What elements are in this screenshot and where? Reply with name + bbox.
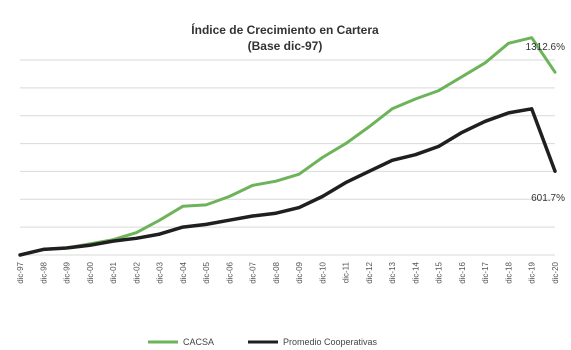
series-layer xyxy=(18,36,557,257)
x-axis-ticks: dic-97 dic-98 dic-99 dic-00 dic-01 dic-02 dic-… xyxy=(16,261,560,283)
x-tick-label: dic-02 xyxy=(132,261,141,283)
legend: CACSA Promedio Cooperativas xyxy=(148,337,378,347)
x-tick-label: dic-08 xyxy=(272,261,281,283)
x-tick-label: dic-09 xyxy=(295,261,304,283)
x-tick-label: dic-10 xyxy=(318,261,327,283)
cacsa-end-label: 1312.6% xyxy=(526,42,566,53)
x-tick-label: dic-07 xyxy=(249,261,258,283)
x-tick-label: dic-01 xyxy=(109,261,118,283)
x-tick-label: dic-00 xyxy=(86,261,95,283)
grid-lines xyxy=(20,59,555,256)
x-tick-label: dic-15 xyxy=(435,261,444,283)
x-tick-label: dic-04 xyxy=(179,261,188,283)
x-tick-label: dic-98 xyxy=(39,261,48,283)
x-tick-label: dic-12 xyxy=(365,261,374,283)
x-tick-label: dic-18 xyxy=(504,261,513,283)
chart-title: Índice de Crecimiento en Cartera xyxy=(191,22,379,37)
x-tick-label: dic-11 xyxy=(342,261,351,283)
x-tick-label: dic-16 xyxy=(458,261,467,283)
series-line-cacsa xyxy=(18,36,557,257)
x-tick-label: dic-20 xyxy=(551,261,560,283)
x-tick-label: dic-14 xyxy=(411,261,420,283)
x-tick-label: dic-05 xyxy=(202,261,211,283)
x-tick-label: dic-99 xyxy=(63,261,72,283)
legend-label-promedio: Promedio Cooperativas xyxy=(283,337,378,347)
promedio-end-label: 601.7% xyxy=(531,193,565,204)
chart-subtitle: (Base dic-97) xyxy=(248,39,323,53)
x-tick-label: dic-06 xyxy=(225,261,234,283)
x-tick-label: dic-03 xyxy=(156,261,165,283)
x-tick-label: dic-97 xyxy=(16,261,25,283)
series-line-promedio xyxy=(18,107,557,257)
legend-label-cacsa: CACSA xyxy=(183,337,214,347)
x-tick-label: dic-19 xyxy=(528,261,537,283)
x-tick-label: dic-13 xyxy=(388,261,397,283)
x-tick-label: dic-17 xyxy=(481,261,490,283)
